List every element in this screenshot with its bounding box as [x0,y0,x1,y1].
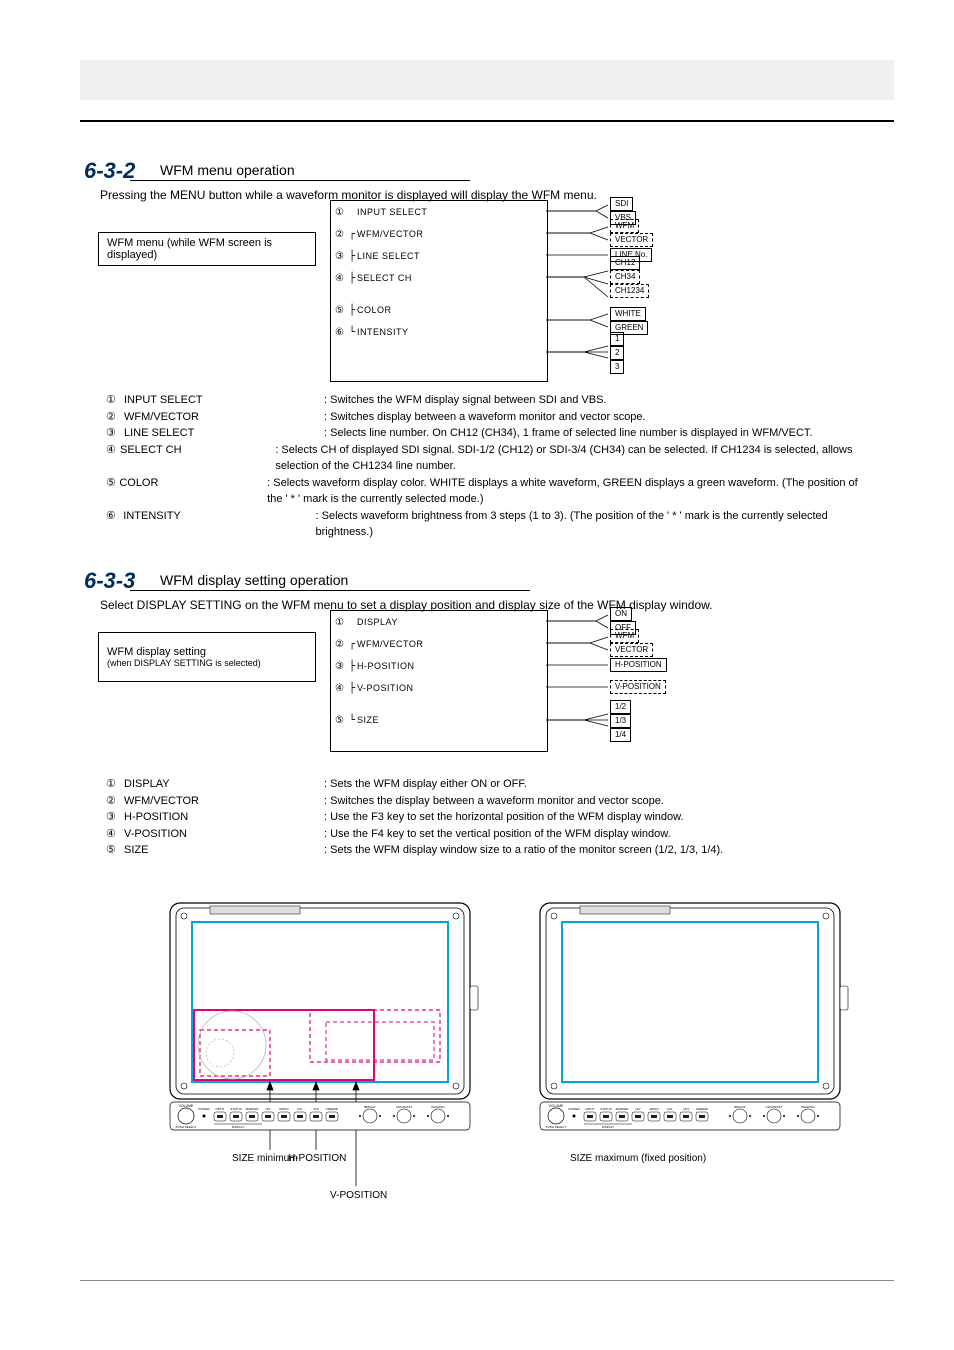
svg-text:POWER: POWER [198,1107,210,1111]
menu-item: ③├LINE SELECT [331,245,547,267]
tree-leaf: CH34 [610,270,640,284]
svg-text:PUSH:SELECT: PUSH:SELECT [546,1125,567,1129]
menu-item: ②┌WFM/VECTOR [331,633,547,655]
menu-item: ①DISPLAY [331,611,547,633]
item-row: ①INPUT SELECT: Switches the WFM display … [106,392,866,409]
display-setting-branches: ONOFFWFMVECTORH-POSITIONV-POSITION1/21/3… [546,610,866,750]
display-setting-frame: ①DISPLAY②┌WFM/VECTOR③├H-POSITION④├V-POSI… [330,610,548,752]
tree-leaf: 1/3 [610,714,631,728]
footer-rule [80,1280,894,1281]
item-row: ⑥INTENSITY: Selects waveform brightness … [106,508,866,541]
svg-text:H/V: H/V [265,1107,270,1111]
tree-leaf: CH12 [610,256,640,270]
svg-text:16:9: 16:9 [313,1107,319,1111]
menu-item: ②┌WFM/VECTOR [331,223,547,245]
svg-text:FUL: FUL [667,1107,673,1111]
section-title: WFM menu operation [160,162,295,178]
svg-text:INPUT: INPUT [586,1107,595,1111]
item-row: ②WFM/VECTOR: Switches display between a … [106,409,866,426]
horizontal-rule [80,120,894,122]
section-number: 6-3-2 [84,158,135,184]
tree-leaf: 2 [610,346,624,360]
menu-item: ⑤├COLOR [331,299,547,321]
tree-leaf: WHITE [610,307,646,321]
item-row: ②WFM/VECTOR: Switches the display betwee… [106,793,866,810]
svg-text:VOLUME: VOLUME [549,1104,564,1108]
menu-item: ③├H-POSITION [331,655,547,677]
tree-leaf: V-POSITION [610,680,666,694]
display-setting-button-note: (when DISPLAY SETTING is selected) [107,658,261,668]
svg-text:MONO: MONO [279,1107,289,1111]
item-row: ⑤SIZE: Sets the WFM display window size … [106,842,866,859]
tree-leaf: VECTOR [610,233,653,247]
svg-text:DISPLAY: DISPLAY [232,1125,244,1129]
monitor-illustrations: VOLUME PUSH:SELECT POWER INPUT STATUS MARKER H… [140,900,894,1220]
svg-text:CONTRAST: CONTRAST [396,1105,413,1109]
svg-text:MARKER: MARKER [246,1107,260,1111]
caption-size-max: SIZE maximum (fixed position) [570,1153,706,1164]
menu-item: ④├V-POSITION [331,677,547,699]
svg-text:MARKER: MARKER [616,1107,630,1111]
section-title-2: WFM display setting operation [160,572,348,588]
tree-leaf: 1/4 [610,728,631,742]
svg-text:INPUT: INPUT [216,1107,225,1111]
menu-item: ①INPUT SELECT [331,201,547,223]
wfm-menu-branches: SDIVBSWFMVECTORLINE No.CH12CH34CH1234WHI… [546,200,866,380]
svg-text:MONO: MONO [649,1107,659,1111]
svg-text:FREEZE: FREEZE [696,1107,708,1111]
display-setting-button[interactable]: WFM display setting (when DISPLAY SETTIN… [98,632,316,682]
section-number-2: 6-3-3 [84,568,135,594]
item-row: ④SELECT CH: Selects CH of displayed SDI … [106,442,866,475]
svg-text:PEAKING: PEAKING [431,1105,445,1109]
left-monitor [170,903,478,1186]
svg-text:POWER: POWER [568,1107,580,1111]
menu-item: ④├SELECT CH [331,267,547,289]
tree-leaf: 3 [610,360,624,374]
item-row: ④V-POSITION: Use the F4 key to set the v… [106,826,866,843]
tree-leaf: WFM [610,219,639,233]
svg-text:VOLUME: VOLUME [179,1104,194,1108]
tree-leaf: CH1234 [610,284,649,298]
wfm-menu-frame: ①INPUT SELECT②┌WFM/VECTOR③├LINE SELECT④├… [330,200,548,382]
item-row: ①DISPLAY: Sets the WFM display either ON… [106,776,866,793]
svg-text:H/V: H/V [635,1107,640,1111]
item-row: ③LINE SELECT: Selects line number. On CH… [106,425,866,442]
display-setting-items: ①DISPLAY: Sets the WFM display either ON… [106,776,866,859]
svg-text:DISPLAY: DISPLAY [602,1125,614,1129]
wfm-menu-items: ①INPUT SELECT: Switches the WFM display … [106,392,866,541]
wfm-menu-button-label: WFM menu (while WFM screen is displayed) [107,237,307,261]
caption-vpos: V-POSITION [330,1190,387,1201]
item-row: ③H-POSITION: Use the F3 key to set the h… [106,809,866,826]
svg-text:PEAKING: PEAKING [801,1105,815,1109]
tree-leaf: H-POSITION [610,658,667,672]
tree-leaf: WFM [610,629,639,643]
tree-leaf: SDI [610,197,633,211]
header-bar [80,60,894,100]
svg-text:BRIGHT: BRIGHT [364,1105,376,1109]
tree-leaf: 1 [610,332,624,346]
section-underline [130,180,470,181]
tree-leaf: VECTOR [610,643,653,657]
svg-text:CONTRAST: CONTRAST [766,1105,783,1109]
tree-leaf: ON [610,607,632,621]
wfm-menu-button[interactable]: WFM menu (while WFM screen is displayed) [98,232,316,266]
section-underline-2 [130,590,530,591]
item-row: ⑤COLOR: Selects waveform display color. … [106,475,866,508]
caption-hpos: H-POSITION [288,1153,346,1164]
svg-text:STATUS: STATUS [600,1107,611,1111]
svg-text:PUSH:SELECT: PUSH:SELECT [176,1125,197,1129]
svg-text:16:9: 16:9 [683,1107,689,1111]
svg-text:FUL: FUL [297,1107,303,1111]
svg-text:BRIGHT: BRIGHT [734,1105,746,1109]
svg-text:STATUS: STATUS [230,1107,241,1111]
svg-text:FREEZE: FREEZE [326,1107,338,1111]
tree-leaf: 1/2 [610,700,631,714]
menu-item: ⑥└INTENSITY [331,321,547,343]
menu-item: ⑤└SIZE [331,709,547,731]
display-setting-button-label: WFM display setting [107,646,206,658]
right-monitor [540,903,848,1099]
